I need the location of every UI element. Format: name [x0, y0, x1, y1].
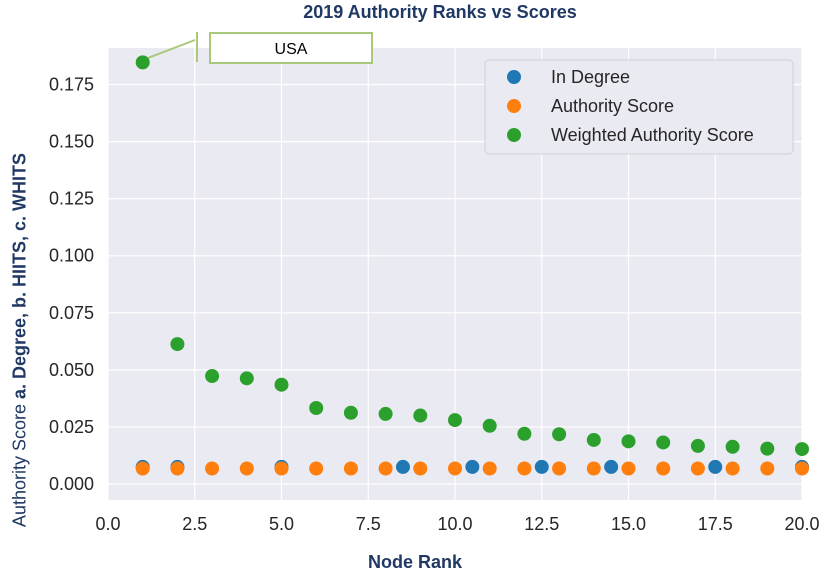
y-tick-label: 0.000	[49, 474, 94, 494]
y-axis-label-prefix: Authority Score	[9, 399, 30, 528]
point-series-2	[621, 461, 636, 476]
y-axis-label-bold: a. Degree, b. HIITS, c. WHITS	[9, 152, 30, 399]
point-series-2	[413, 461, 428, 476]
legend-label: Authority Score	[551, 96, 674, 116]
grid-lines	[107, 48, 803, 500]
point-series-3	[656, 435, 671, 450]
point-series-2	[135, 461, 150, 476]
y-axis-label: Authority Score a. Degree, b. HIITS, c. …	[10, 153, 31, 527]
point-series-2	[517, 461, 532, 476]
legend-marker	[507, 128, 521, 142]
point-series-3	[274, 377, 289, 392]
legend-marker	[507, 70, 521, 84]
point-series-3	[448, 413, 462, 428]
x-tick-label: 2.5	[182, 514, 207, 534]
point-series-3	[621, 434, 636, 449]
data-points	[135, 55, 809, 476]
point-series-3	[690, 438, 705, 453]
point-series-2	[552, 461, 567, 476]
callout-leader	[146, 39, 196, 60]
point-series-3	[760, 441, 775, 456]
x-axis-label: Node Rank	[367, 552, 463, 572]
legend: In Degree Authority Score Weighted Authori…	[484, 59, 794, 155]
y-tick-label: 0.050	[49, 360, 94, 380]
legend-box	[484, 59, 794, 155]
x-tick-label: 7.5	[356, 514, 381, 534]
point-series-2	[586, 461, 601, 476]
point-series-2	[482, 461, 497, 476]
y-tick-label: 0.175	[49, 75, 94, 95]
callout-text: USA	[275, 41, 308, 58]
point-series-2	[725, 461, 740, 476]
y-tick-label: 0.075	[49, 303, 94, 323]
point-series-3	[517, 426, 532, 441]
point-series-3	[552, 427, 567, 442]
y-tick-label: 0.125	[49, 189, 94, 209]
point-series-3	[482, 418, 497, 433]
point-series-3	[725, 439, 740, 454]
chart-title: 2019 Authority Ranks vs Scores	[303, 2, 577, 22]
point-series-1	[604, 459, 619, 474]
point-series-2	[795, 461, 809, 476]
x-tick-label: 0.0	[95, 514, 120, 534]
point-series-1	[534, 459, 549, 474]
point-series-3	[413, 408, 428, 423]
point-series-2	[448, 461, 462, 476]
point-series-2	[239, 461, 254, 476]
point-series-3	[239, 371, 254, 386]
point-series-2	[760, 461, 775, 476]
point-series-2	[309, 461, 324, 476]
x-tick-label: 10.0	[437, 514, 472, 534]
x-tick-label: 12.5	[524, 514, 559, 534]
x-tick-label: 17.5	[698, 514, 733, 534]
point-series-3	[586, 432, 601, 447]
callout-box	[209, 32, 373, 64]
point-series-2	[656, 461, 671, 476]
point-series-2	[274, 461, 289, 476]
point-series-2	[343, 461, 358, 476]
y-tick-label: 0.100	[49, 246, 94, 266]
point-series-3	[795, 442, 809, 457]
x-tick-label: 15.0	[611, 514, 646, 534]
point-series-1	[395, 459, 410, 474]
point-series-2	[205, 461, 220, 476]
point-series-3	[378, 406, 393, 421]
point-series-3	[343, 405, 358, 420]
x-tick-label: 5.0	[269, 514, 294, 534]
annotation-callout: USA	[146, 32, 373, 64]
point-series-2	[690, 461, 705, 476]
point-series-1	[465, 459, 480, 474]
legend-label: In Degree	[551, 67, 630, 87]
y-tick-label: 0.025	[49, 417, 94, 437]
legend-label: Weighted Authority Score	[551, 125, 754, 145]
point-series-3	[135, 55, 150, 70]
point-series-2	[170, 461, 185, 476]
point-series-3	[170, 337, 185, 352]
y-tick-label: 0.150	[49, 132, 94, 152]
point-series-2	[378, 461, 393, 476]
legend-marker	[507, 99, 521, 113]
tick-labels: 0.0 2.5 5.0 7.5 10.0 12.5 15.0 17.5 20.0 0.000 0.0…	[49, 75, 820, 534]
x-tick-label: 20.0	[784, 514, 819, 534]
point-series-3	[205, 369, 220, 384]
point-series-3	[309, 401, 324, 416]
point-series-1	[708, 459, 723, 474]
